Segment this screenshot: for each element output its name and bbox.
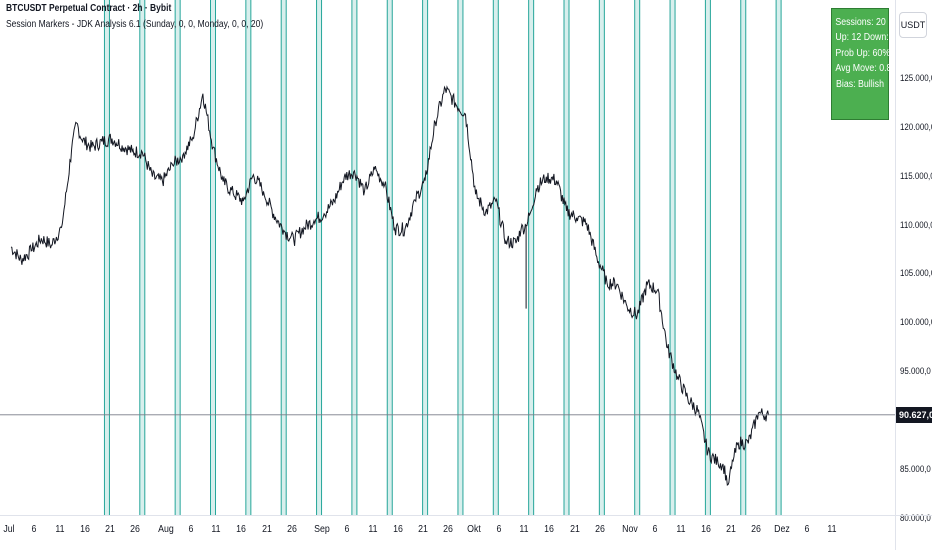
session-marker-band	[705, 0, 711, 515]
last-price-badge: 90.627,0	[896, 406, 932, 423]
time-tick-label: Aug	[157, 524, 174, 535]
session-marker-band	[599, 0, 605, 515]
time-tick-label: 26	[594, 524, 605, 535]
session-marker-band	[104, 0, 110, 515]
time-tick-label: Dez	[773, 524, 790, 535]
session-marker-band	[670, 0, 676, 515]
session-stats-panel: Sessions: 20 Up: 12 Down: 8 Prob Up: 60%…	[831, 8, 905, 120]
stats-prob-up: Prob Up: 60%	[835, 47, 891, 59]
stats-bias: Bias: Bullish	[836, 78, 884, 90]
session-marker-band	[351, 0, 357, 515]
time-tick-label: Nov	[622, 524, 638, 535]
price-tick-label: 115.000,0	[900, 170, 932, 181]
time-tick-label: 6	[188, 524, 194, 535]
time-tick-label: 6	[344, 524, 350, 535]
session-marker-band	[281, 0, 287, 515]
time-tick-label: Okt	[466, 524, 481, 535]
time-tick-label: 16	[700, 524, 711, 535]
price-tick-label: 95.000,0	[900, 366, 931, 377]
time-tick-label: 16	[79, 524, 90, 535]
session-marker-band	[776, 0, 782, 515]
stats-up-down: Up: 12 Down: 8	[835, 32, 897, 44]
session-marker-band	[528, 0, 534, 515]
session-marker-band	[210, 0, 216, 515]
session-marker-band	[457, 0, 463, 515]
time-tick-label: Jul	[3, 524, 15, 535]
indicator-legend[interactable]: Session Markers - JDK Analysis 6.1 (Sund…	[6, 19, 264, 30]
time-tick-label: 6	[804, 524, 810, 535]
price-chart[interactable]	[0, 0, 895, 515]
session-marker-band	[634, 0, 640, 515]
time-tick-label: 16	[236, 524, 247, 535]
session-marker-band	[245, 0, 251, 515]
price-tick-label: 120.000,0	[900, 121, 932, 132]
price-tick-label: 100.000,0	[900, 317, 932, 328]
price-axis[interactable]: USDT 125.000,0 120.000,0 115.000,0 110.000,…	[895, 0, 932, 523]
currency-selector[interactable]: USDT	[899, 12, 927, 38]
session-marker-band	[316, 0, 322, 515]
time-tick-label: 21	[261, 524, 272, 535]
time-tick-label: 11	[827, 524, 837, 535]
price-line	[10, 85, 769, 486]
time-tick-label: 6	[496, 524, 502, 535]
time-tick-label: 16	[544, 524, 555, 535]
price-tick-label: 80.000,0	[900, 512, 931, 523]
session-marker-band	[564, 0, 569, 515]
time-tick-label: 11	[519, 524, 529, 535]
time-tick-label: 16	[392, 524, 403, 535]
time-tick-label: 26	[286, 524, 297, 535]
time-tick-label: 21	[105, 524, 115, 535]
session-markers	[103, 0, 782, 515]
price-tick-label: 110.000,0	[900, 219, 932, 230]
time-tick-label: 11	[368, 524, 378, 535]
session-marker-band	[139, 0, 145, 515]
time-tick-label: 26	[443, 524, 454, 535]
session-marker-band	[175, 0, 181, 515]
price-tick-label: 105.000,0	[900, 268, 932, 279]
time-tick-label: 21	[418, 524, 428, 535]
session-marker-band	[422, 0, 428, 515]
time-tick-label: 11	[211, 524, 221, 535]
chart-area[interactable]: BTCUSDT Perpetual Contract · 2h · Bybit …	[0, 0, 905, 515]
price-tick-label: 85.000,0	[900, 463, 931, 474]
time-tick-label: 6	[652, 524, 658, 535]
stats-sessions: Sessions: 20	[835, 17, 886, 28]
price-tick-label: 125.000,0	[900, 73, 932, 83]
session-marker-band	[387, 0, 393, 515]
session-marker-band	[740, 0, 746, 515]
axis-corner	[895, 515, 932, 550]
time-tick-label: 21	[569, 524, 580, 535]
chart-title: BTCUSDT Perpetual Contract · 2h · Bybit	[6, 3, 172, 14]
time-axis[interactable]: Jul 6 11 16 21 26 Aug 6 11 16 21 26 Sep 6 11 16 21 26 Okt 6…	[0, 515, 895, 550]
time-tick-label: Sep	[314, 524, 330, 535]
time-tick-label: 26	[130, 524, 141, 535]
time-tick-label: 6	[31, 524, 37, 535]
time-tick-label: 11	[54, 524, 65, 535]
time-tick-label: 26	[751, 524, 762, 535]
session-marker-band	[493, 0, 499, 515]
time-tick-label: 21	[726, 524, 737, 535]
price-series	[10, 85, 769, 486]
stats-avg-move: Avg Move: 0.88%	[835, 63, 905, 75]
time-tick-label: 11	[676, 524, 686, 535]
